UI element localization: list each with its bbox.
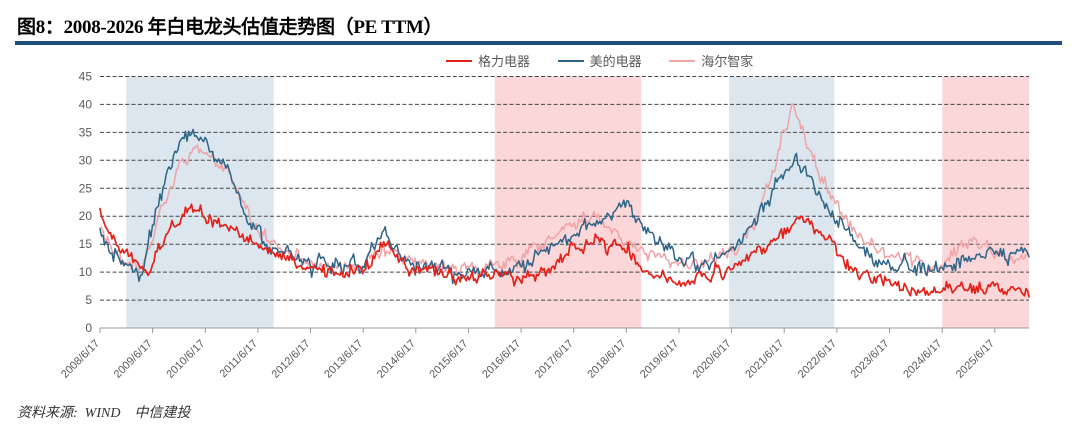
svg-text:20: 20 bbox=[79, 209, 93, 223]
svg-text:2022/6/17: 2022/6/17 bbox=[796, 338, 839, 381]
svg-text:2018/6/17: 2018/6/17 bbox=[585, 338, 628, 381]
svg-text:2009/6/17: 2009/6/17 bbox=[112, 338, 155, 381]
svg-text:2016/6/17: 2016/6/17 bbox=[480, 338, 523, 381]
svg-text:10: 10 bbox=[79, 265, 93, 279]
svg-text:2025/6/17: 2025/6/17 bbox=[954, 338, 997, 381]
svg-text:2013/6/17: 2013/6/17 bbox=[322, 338, 365, 381]
svg-text:2011/6/17: 2011/6/17 bbox=[218, 338, 261, 381]
svg-text:45: 45 bbox=[79, 70, 93, 84]
svg-text:15: 15 bbox=[79, 237, 93, 251]
svg-text:2012/6/17: 2012/6/17 bbox=[270, 338, 313, 381]
svg-text:30: 30 bbox=[79, 153, 93, 167]
svg-text:25: 25 bbox=[79, 181, 93, 195]
svg-text:2017/6/17: 2017/6/17 bbox=[533, 338, 576, 381]
svg-text:2010/6/17: 2010/6/17 bbox=[164, 338, 207, 381]
svg-text:0: 0 bbox=[85, 321, 92, 335]
svg-text:2015/6/17: 2015/6/17 bbox=[427, 338, 470, 381]
svg-text:2014/6/17: 2014/6/17 bbox=[375, 338, 418, 381]
svg-text:2021/6/17: 2021/6/17 bbox=[743, 338, 786, 381]
svg-text:2008/6/17: 2008/6/17 bbox=[59, 338, 102, 381]
svg-text:5: 5 bbox=[85, 293, 92, 307]
svg-text:35: 35 bbox=[79, 125, 93, 139]
svg-text:2020/6/17: 2020/6/17 bbox=[691, 338, 734, 381]
svg-text:2019/6/17: 2019/6/17 bbox=[638, 338, 681, 381]
svg-text:2024/6/17: 2024/6/17 bbox=[901, 338, 944, 381]
svg-text:40: 40 bbox=[79, 97, 93, 111]
svg-text:2023/6/17: 2023/6/17 bbox=[849, 338, 892, 381]
